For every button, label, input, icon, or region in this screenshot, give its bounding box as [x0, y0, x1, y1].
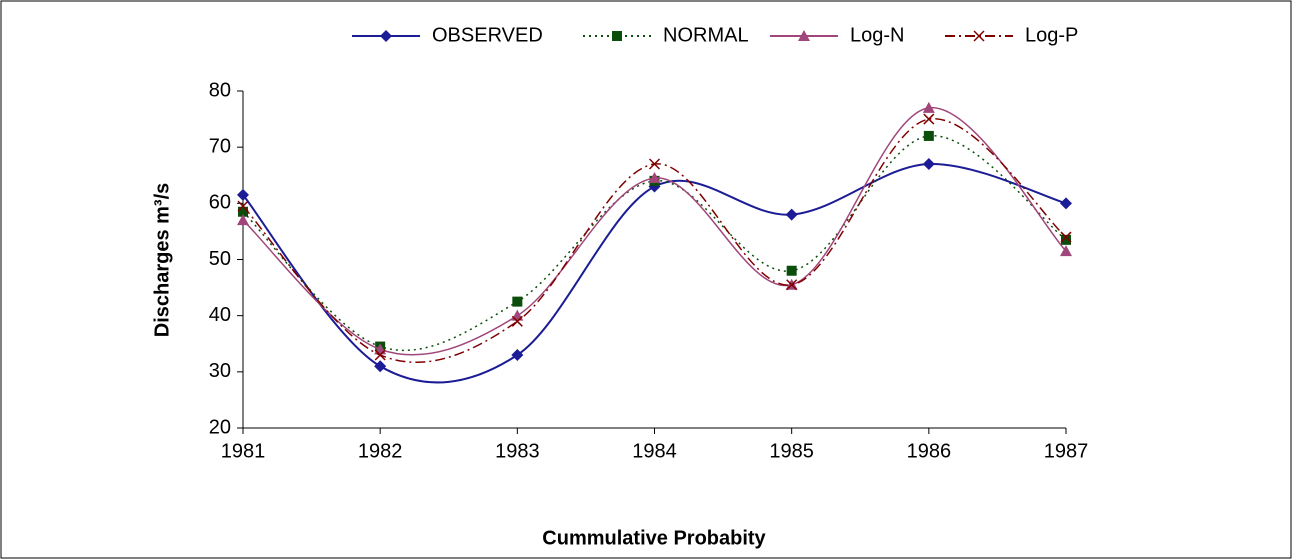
marker — [237, 214, 249, 226]
y-tick-label: 40 — [209, 304, 231, 326]
marker — [648, 158, 661, 170]
marker — [785, 208, 798, 221]
y-tick-label: 80 — [209, 79, 231, 101]
x-axis-title: Cummulative Probabity — [542, 527, 766, 549]
x-tick-label: 1981 — [221, 440, 266, 462]
marker — [1061, 234, 1071, 245]
marker — [511, 348, 524, 361]
x-tick-label: 1983 — [495, 440, 540, 462]
y-tick-label: 70 — [209, 135, 231, 157]
marker — [973, 30, 985, 42]
x-tick-label: 1985 — [769, 440, 814, 462]
legend-label: OBSERVED — [432, 24, 543, 46]
marker — [237, 200, 249, 212]
marker — [380, 30, 392, 42]
marker — [786, 265, 797, 276]
legend-label: Log-N — [850, 24, 904, 46]
marker — [374, 349, 386, 361]
marker — [512, 296, 523, 307]
marker — [1060, 245, 1072, 257]
marker — [786, 279, 798, 291]
legend-label: Log-P — [1025, 24, 1078, 46]
marker — [1060, 231, 1072, 243]
marker — [923, 113, 935, 125]
marker — [612, 31, 622, 41]
marker — [923, 130, 934, 141]
x-tick-label: 1987 — [1044, 440, 1089, 462]
x-tick-label: 1984 — [632, 440, 677, 462]
marker — [798, 30, 810, 41]
marker — [922, 158, 935, 171]
y-tick-label: 60 — [209, 192, 231, 214]
marker — [1060, 197, 1072, 210]
y-tick-label: 30 — [209, 360, 231, 382]
marker — [238, 206, 248, 217]
y-tick-label: 50 — [209, 248, 231, 270]
marker — [374, 360, 387, 373]
marker — [237, 188, 249, 201]
x-tick-label: 1982 — [358, 440, 403, 462]
x-tick-label: 1986 — [907, 440, 952, 462]
legend-label: NORMAL — [663, 24, 749, 46]
marker — [922, 101, 935, 113]
y-axis-title: Discharges m³/s — [151, 183, 173, 338]
marker — [648, 172, 661, 184]
marker — [511, 315, 523, 327]
y-tick-label: 20 — [209, 416, 231, 438]
